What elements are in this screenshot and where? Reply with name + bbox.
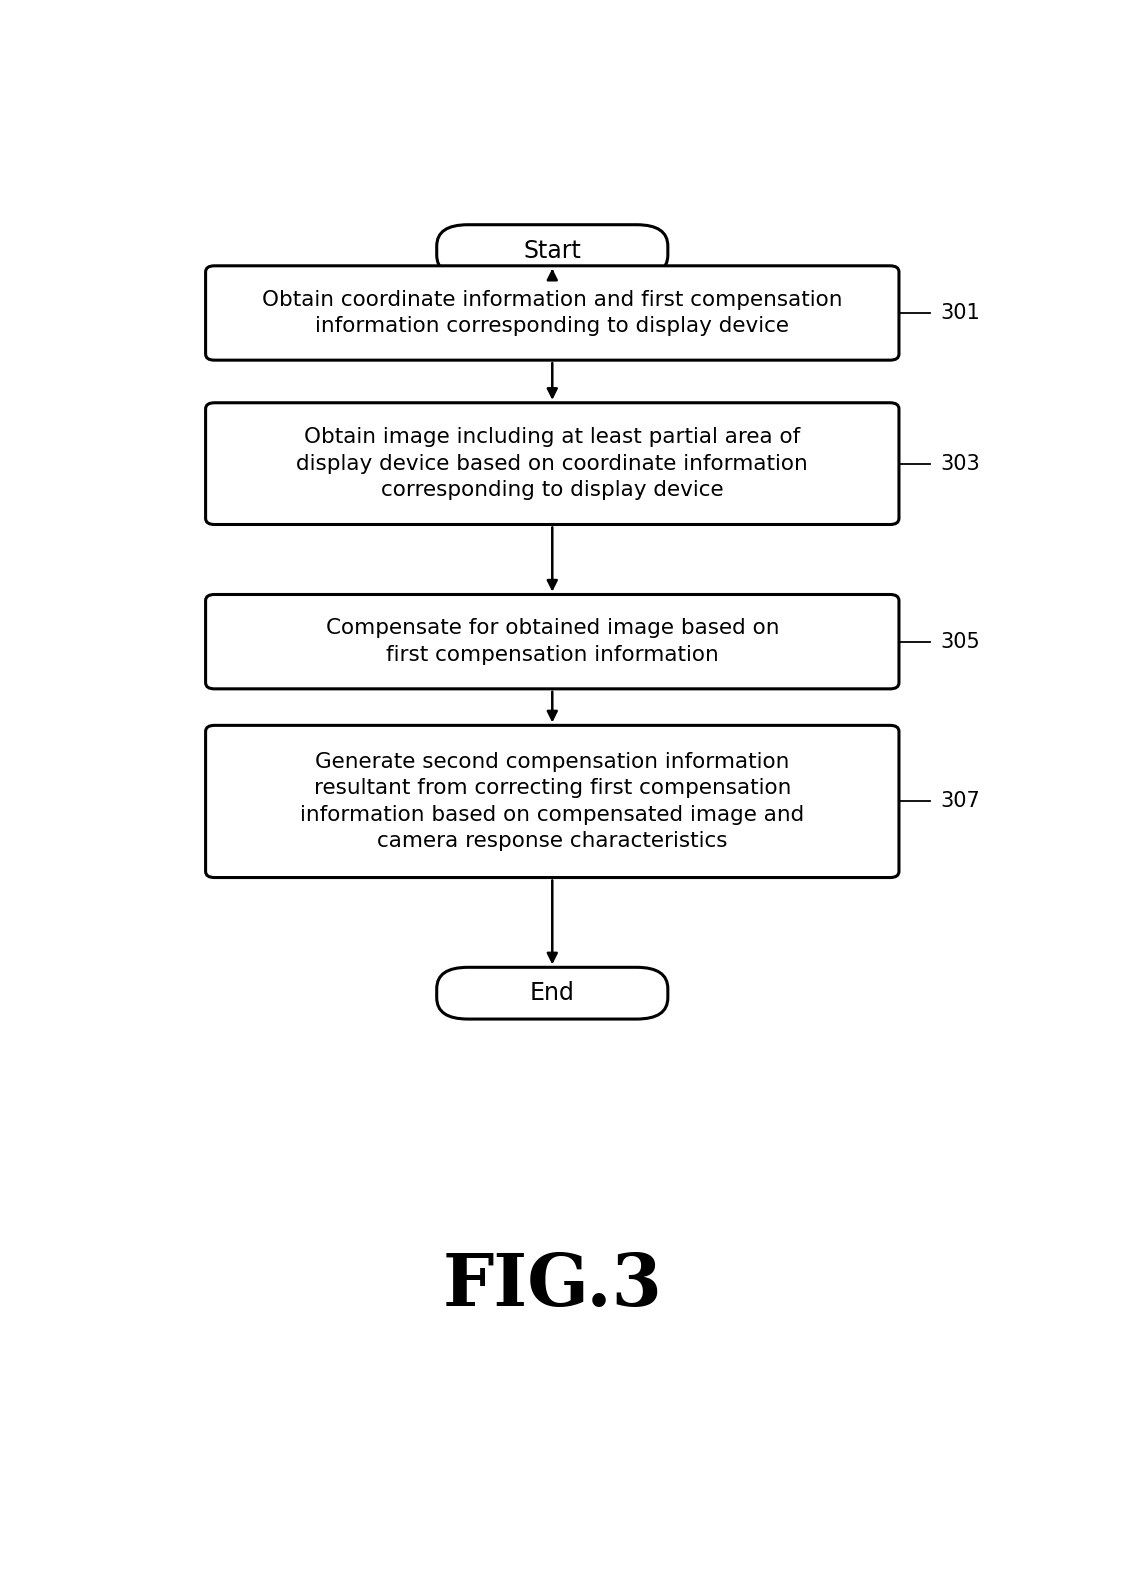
Text: Compensate for obtained image based on
first compensation information: Compensate for obtained image based on f… [326, 618, 779, 666]
FancyBboxPatch shape [205, 266, 899, 360]
FancyBboxPatch shape [205, 403, 899, 525]
FancyBboxPatch shape [205, 726, 899, 877]
Text: 303: 303 [941, 454, 981, 474]
Text: End: End [530, 982, 575, 1006]
Text: Obtain image including at least partial area of
display device based on coordina: Obtain image including at least partial … [296, 427, 809, 500]
Text: 307: 307 [941, 792, 981, 811]
Text: 305: 305 [941, 632, 981, 651]
Text: 301: 301 [941, 304, 981, 323]
FancyBboxPatch shape [437, 968, 668, 1020]
FancyBboxPatch shape [205, 594, 899, 689]
Text: FIG.3: FIG.3 [443, 1251, 662, 1320]
Text: Start: Start [523, 239, 582, 262]
FancyBboxPatch shape [437, 225, 668, 277]
Text: Generate second compensation information
resultant from correcting first compens: Generate second compensation information… [301, 753, 804, 851]
Text: Obtain coordinate information and first compensation
information corresponding t: Obtain coordinate information and first … [262, 289, 843, 337]
